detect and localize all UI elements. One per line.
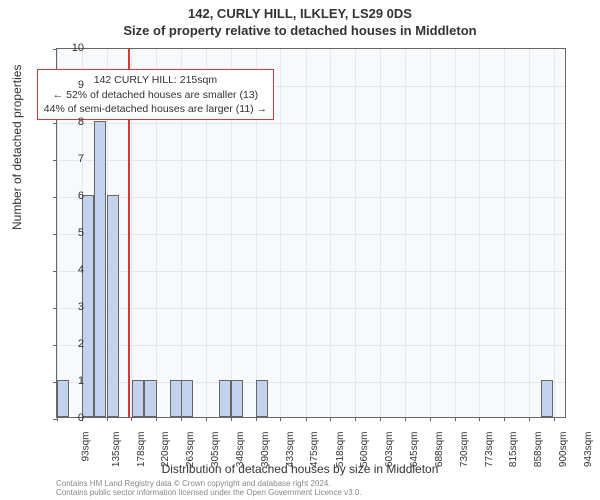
gridline-v bbox=[306, 49, 307, 417]
xtick-label: 135sqm bbox=[111, 432, 122, 468]
xtick-mark bbox=[181, 417, 182, 421]
xtick-label: 305sqm bbox=[210, 432, 221, 468]
gridline-v bbox=[455, 49, 456, 417]
ytick-label: 4 bbox=[54, 264, 84, 276]
ytick-label: 10 bbox=[54, 42, 84, 54]
xtick-mark bbox=[405, 417, 406, 421]
gridline-v bbox=[529, 49, 530, 417]
xtick-label: 475sqm bbox=[309, 432, 320, 468]
xtick-label: 390sqm bbox=[260, 432, 271, 468]
gridline-v bbox=[280, 49, 281, 417]
gridline-v bbox=[504, 49, 505, 417]
xtick-mark bbox=[131, 417, 132, 421]
xtick-mark bbox=[330, 417, 331, 421]
gridline-h bbox=[57, 197, 565, 198]
xtick-mark bbox=[504, 417, 505, 421]
xtick-label: 858sqm bbox=[533, 432, 544, 468]
ytick-label: 8 bbox=[54, 116, 84, 128]
ytick-label: 3 bbox=[54, 301, 84, 313]
xtick-label: 645sqm bbox=[409, 432, 420, 468]
chart-title-sub: Size of property relative to detached ho… bbox=[0, 21, 600, 38]
xtick-label: 93sqm bbox=[81, 432, 92, 462]
y-axis-label: Number of detached properties bbox=[10, 65, 24, 230]
chart-area: 142 CURLY HILL: 215sqm← 52% of detached … bbox=[56, 48, 566, 418]
xtick-label: 688sqm bbox=[434, 432, 445, 468]
ytick-label: 5 bbox=[54, 227, 84, 239]
xtick-mark bbox=[355, 417, 356, 421]
xtick-mark bbox=[206, 417, 207, 421]
histogram-bar bbox=[170, 380, 182, 417]
plot-area: 142 CURLY HILL: 215sqm← 52% of detached … bbox=[56, 48, 566, 418]
xtick-label: 220sqm bbox=[160, 432, 171, 468]
ytick-label: 0 bbox=[54, 412, 84, 424]
gridline-v bbox=[380, 49, 381, 417]
xtick-mark bbox=[156, 417, 157, 421]
gridline-v bbox=[554, 49, 555, 417]
histogram-bar bbox=[107, 195, 119, 417]
histogram-bar bbox=[94, 121, 106, 417]
histogram-bar bbox=[132, 380, 144, 417]
gridline-h bbox=[57, 234, 565, 235]
xtick-label: 943sqm bbox=[583, 432, 594, 468]
histogram-bar bbox=[541, 380, 553, 417]
annotation-box: 142 CURLY HILL: 215sqm← 52% of detached … bbox=[37, 69, 274, 120]
xtick-mark bbox=[430, 417, 431, 421]
xtick-label: 178sqm bbox=[136, 432, 147, 468]
gridline-v bbox=[330, 49, 331, 417]
xtick-mark bbox=[107, 417, 108, 421]
xtick-mark bbox=[306, 417, 307, 421]
xtick-label: 603sqm bbox=[384, 432, 395, 468]
xtick-mark bbox=[479, 417, 480, 421]
gridline-h bbox=[57, 308, 565, 309]
annotation-line-3: 44% of semi-detached houses are larger (… bbox=[44, 102, 267, 116]
gridline-h bbox=[57, 345, 565, 346]
histogram-bar bbox=[144, 380, 156, 417]
xtick-label: 348sqm bbox=[235, 432, 246, 468]
ytick-label: 7 bbox=[54, 153, 84, 165]
xtick-label: 560sqm bbox=[359, 432, 370, 468]
xtick-mark bbox=[280, 417, 281, 421]
histogram-bar bbox=[219, 380, 231, 417]
gridline-v bbox=[355, 49, 356, 417]
gridline-h bbox=[57, 160, 565, 161]
ytick-label: 2 bbox=[54, 338, 84, 350]
histogram-bar bbox=[256, 380, 268, 417]
xtick-label: 815sqm bbox=[508, 432, 519, 468]
gridline-v bbox=[405, 49, 406, 417]
xtick-mark bbox=[455, 417, 456, 421]
xtick-label: 263sqm bbox=[186, 432, 197, 468]
xtick-label: 730sqm bbox=[459, 432, 470, 468]
xtick-mark bbox=[554, 417, 555, 421]
xtick-mark bbox=[231, 417, 232, 421]
xtick-label: 900sqm bbox=[558, 432, 569, 468]
xtick-label: 518sqm bbox=[335, 432, 346, 468]
xtick-label: 433sqm bbox=[285, 432, 296, 468]
gridline-v bbox=[430, 49, 431, 417]
ytick-label: 6 bbox=[54, 190, 84, 202]
gridline-h bbox=[57, 271, 565, 272]
chart-title-main: 142, CURLY HILL, ILKLEY, LS29 0DS bbox=[0, 0, 600, 21]
footer-attribution: Contains HM Land Registry data © Crown c… bbox=[56, 480, 362, 498]
chart-container: 142, CURLY HILL, ILKLEY, LS29 0DS Size o… bbox=[0, 0, 600, 500]
histogram-bar bbox=[231, 380, 243, 417]
ytick-label: 1 bbox=[54, 375, 84, 387]
xtick-mark bbox=[529, 417, 530, 421]
footer-line-2: Contains public sector information licen… bbox=[56, 489, 362, 498]
xtick-mark bbox=[256, 417, 257, 421]
gridline-v bbox=[479, 49, 480, 417]
xtick-mark bbox=[380, 417, 381, 421]
histogram-bar bbox=[181, 380, 193, 417]
gridline-h bbox=[57, 123, 565, 124]
ytick-label: 9 bbox=[54, 79, 84, 91]
xtick-label: 773sqm bbox=[484, 432, 495, 468]
